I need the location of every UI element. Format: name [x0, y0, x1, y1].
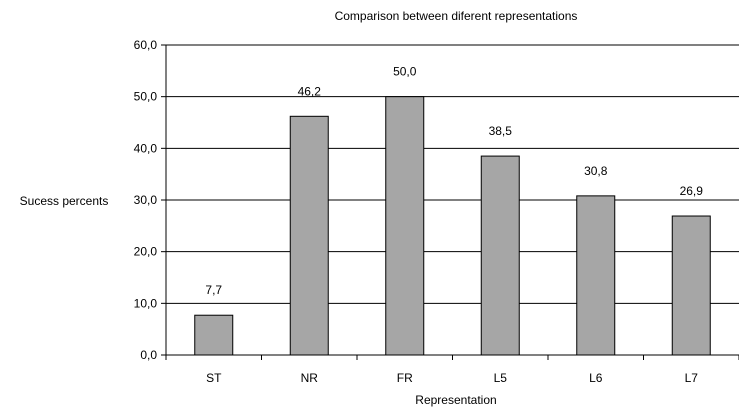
y-tick-label: 20,0: [134, 245, 158, 259]
data-label: 46,2: [298, 84, 322, 98]
bars: [194, 96, 711, 356]
y-tick-label: 30,0: [134, 193, 158, 207]
y-axis-title: Sucess percents: [20, 194, 109, 208]
axes: [161, 44, 739, 360]
x-axis-title: Representation: [415, 393, 496, 407]
y-tick-label: 0,0: [140, 348, 157, 362]
x-tick-label: L5: [494, 371, 508, 385]
data-label: 38,5: [489, 124, 513, 138]
gridlines: [166, 44, 739, 304]
x-tick-label: FR: [397, 371, 413, 385]
bar-l7: [671, 215, 711, 356]
bar-fr: [385, 96, 425, 356]
y-tick-label: 60,0: [134, 38, 158, 52]
x-tick-label: NR: [301, 371, 319, 385]
y-tick-label: 10,0: [134, 296, 158, 310]
y-tick-label: 50,0: [134, 90, 158, 104]
bar-nr: [289, 115, 329, 356]
data-label: 26,9: [680, 184, 704, 198]
labels: 0,0 10,0 20,0 30,0 40,0 50,0 60,0 7,7 ST 46,2 NR 50…: [134, 38, 704, 385]
data-label: 30,8: [584, 164, 608, 178]
chart-title: Comparison between diferent representati…: [335, 9, 578, 23]
bar-l5: [480, 155, 520, 356]
x-tick-label: L7: [685, 371, 699, 385]
bar-st: [194, 314, 234, 356]
data-label: 50,0: [393, 65, 417, 79]
data-label: 7,7: [205, 283, 222, 297]
x-tick-label: ST: [206, 371, 222, 385]
x-tick-label: L6: [589, 371, 603, 385]
y-tick-label: 40,0: [134, 141, 158, 155]
bar-l6: [576, 195, 616, 356]
